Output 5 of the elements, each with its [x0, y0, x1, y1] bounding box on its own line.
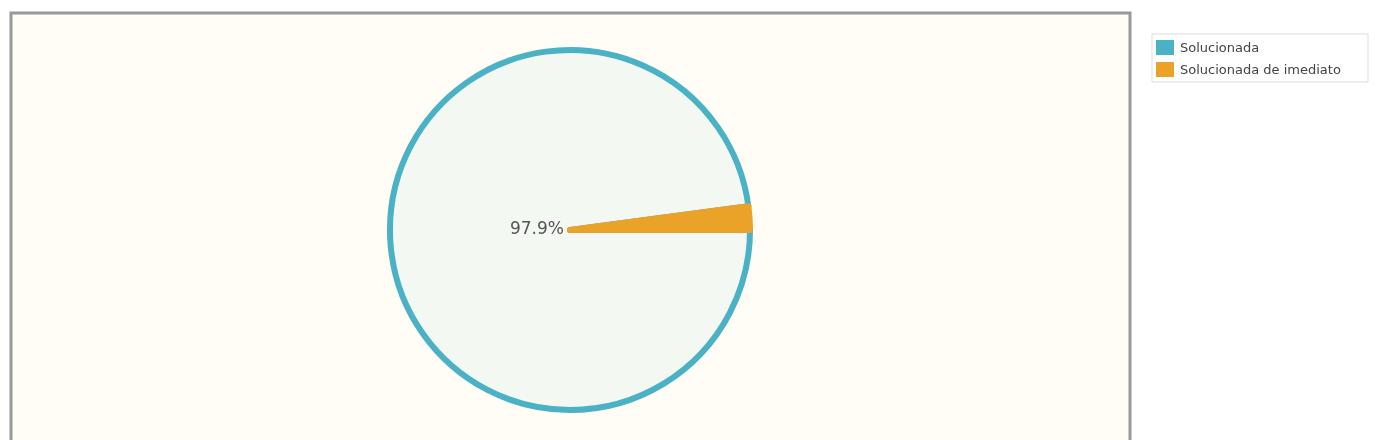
legend-label: Solucionada de imediato: [1180, 62, 1341, 77]
legend-label: Solucionada: [1180, 40, 1260, 55]
pie-slice: [387, 47, 753, 413]
data-label: 97.9%: [509, 217, 564, 238]
pie-slice: [567, 203, 753, 233]
